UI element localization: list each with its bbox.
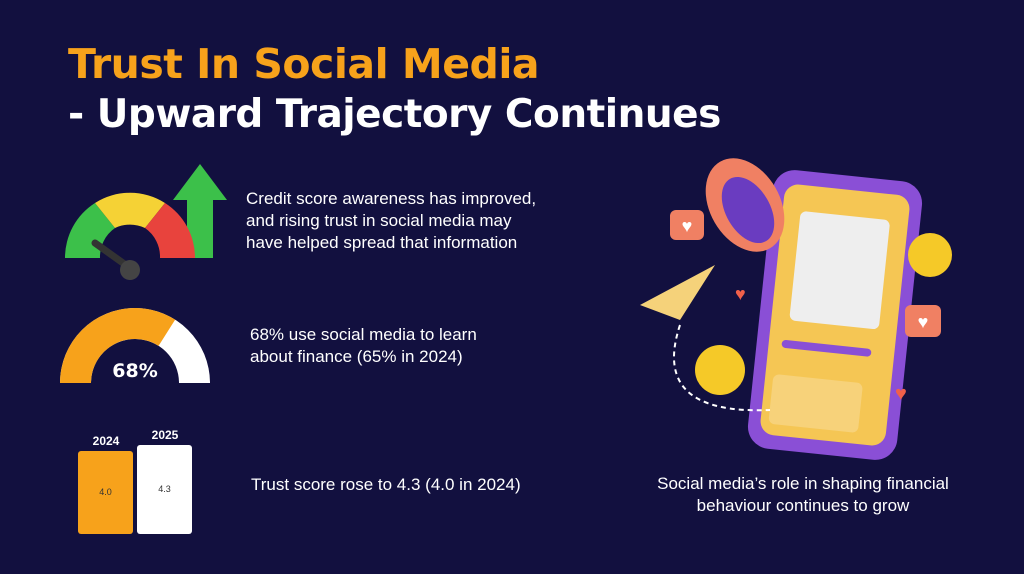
gauge-label: 68% bbox=[112, 360, 157, 382]
credit-score-gauge-icon bbox=[64, 164, 227, 280]
bar-chart: 2024 4.0 2025 4.3 bbox=[78, 420, 198, 534]
title-line1: Trust In Social Media bbox=[68, 40, 540, 88]
svg-text:♥: ♥ bbox=[918, 312, 929, 332]
title-line2: - Upward Trajectory Continues bbox=[68, 92, 721, 137]
caption: Social media’s role in shaping financial… bbox=[657, 474, 949, 515]
social-media-megaphone-illustration: ♥ ♥ ♥ ♥ bbox=[640, 158, 952, 460]
bar-2025: 4.3 bbox=[137, 444, 192, 534]
svg-text:♥: ♥ bbox=[682, 216, 693, 236]
bar-year-label: 2025 bbox=[151, 427, 179, 442]
svg-text:♥: ♥ bbox=[735, 284, 746, 304]
bar-year-label: 2024 bbox=[92, 433, 120, 448]
gauge-filled bbox=[60, 308, 176, 383]
svg-text:♥: ♥ bbox=[895, 383, 907, 405]
point-text-3: Trust score rose to 4.3 (4.0 in 2024) bbox=[251, 475, 521, 494]
point-text-2: 68% use social media to learn about fina… bbox=[250, 325, 477, 366]
bar-2024: 4.0 bbox=[78, 450, 133, 534]
point-text-1: Credit score awareness has improved, and… bbox=[246, 189, 537, 252]
percentage-gauge: 68% bbox=[60, 308, 210, 383]
